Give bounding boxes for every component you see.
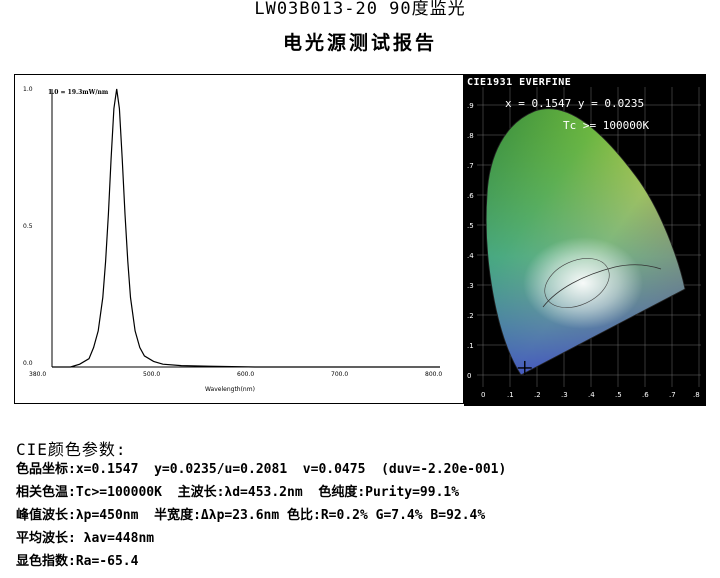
cie-x-tick: .1	[507, 391, 514, 399]
cie-parameters: CIE颜色参数: 色品坐标:x=0.1547 y=0.0235/u=0.2081…	[16, 436, 716, 573]
peak-annotation: 1.0 = 19.3mW/nm	[48, 89, 109, 96]
cie-diagram: 0 .1 .2 .3 .4 .5 .6 .7 .8 .9 .8 .7 .6 .5…	[467, 87, 701, 399]
parameters-heading: CIE颜色参数:	[16, 440, 127, 459]
cie-x-tick: .8	[693, 391, 700, 399]
spectrum-chart-panel: 1.0 0.5 0.0 380.0 500.0 600.0 700.0 800.…	[14, 74, 464, 404]
x-tick-label: 500.0	[143, 371, 160, 378]
cie-diagram-label: CIE1931 EVERFINE	[467, 77, 572, 88]
cie-y-tick: .8	[467, 132, 474, 140]
y-tick-label: 0.0	[23, 360, 33, 367]
cie-x-tick: .6	[642, 391, 649, 399]
color-temperature-line: 相关色温:Tc>=100000K 主波长:λd=453.2nm 色纯度:Puri…	[16, 485, 460, 500]
y-tick-label: 0.5	[23, 223, 33, 230]
y-tick-label: 1.0	[23, 86, 33, 93]
cie-x-tick: .4	[588, 391, 595, 399]
cie-x-tick: 0	[481, 391, 485, 399]
color-rendering-index-line: 显色指数:Ra=-65.4	[16, 554, 139, 569]
spectrum-curve	[52, 88, 440, 368]
x-tick-label: 800.0	[425, 371, 442, 378]
cie-x-tick: .2	[534, 391, 541, 399]
x-tick-label: 600.0	[237, 371, 254, 378]
cie-x-tick: .5	[615, 391, 622, 399]
planckian-locus	[542, 264, 662, 308]
cie-y-tick: .1	[467, 342, 474, 350]
cie-y-tick: .5	[467, 222, 474, 230]
cie-y-tick: .6	[467, 192, 474, 200]
chromaticity-coordinates: 色品坐标:x=0.1547 y=0.0235/u=0.2081 v=0.0475…	[16, 462, 507, 477]
cie-coordinates: x = 0.1547 y = 0.0235	[505, 97, 645, 110]
cie-y-tick: .4	[467, 252, 474, 260]
x-tick-label: 380.0	[29, 371, 46, 378]
report-model-title: LW03B013-20 90度监光	[254, 0, 466, 19]
report-title: 电光源测试报告	[282, 32, 437, 54]
spectral-locus	[485, 108, 686, 376]
average-wavelength-line: 平均波长: λav=448nm	[16, 531, 155, 546]
x-tick-label: 700.0	[331, 371, 348, 378]
peak-wavelength-line: 峰值波长:λp=450nm 半宽度:Δλp=23.6nm 色比:R=0.2% G…	[16, 508, 486, 523]
cie-diagram-panel: 0 .1 .2 .3 .4 .5 .6 .7 .8 .9 .8 .7 .6 .5…	[464, 74, 706, 406]
cie-y-tick: .7	[467, 162, 474, 170]
color-ellipse	[544, 258, 610, 308]
spectrum-chart: 1.0 0.5 0.0 380.0 500.0 600.0 700.0 800.…	[23, 86, 442, 393]
cie-y-tick: 0	[467, 372, 471, 380]
measured-point-marker	[517, 360, 532, 375]
cie-y-tick: .2	[467, 312, 474, 320]
x-axis-label: Wavelength(nm)	[205, 386, 255, 393]
cie-y-tick: .3	[467, 282, 474, 290]
cie-y-tick: .9	[467, 102, 474, 110]
cie-x-tick: .3	[561, 391, 568, 399]
cie-color-temperature: Tc >= 100000K	[563, 119, 650, 132]
cie-x-tick: .7	[669, 391, 676, 399]
